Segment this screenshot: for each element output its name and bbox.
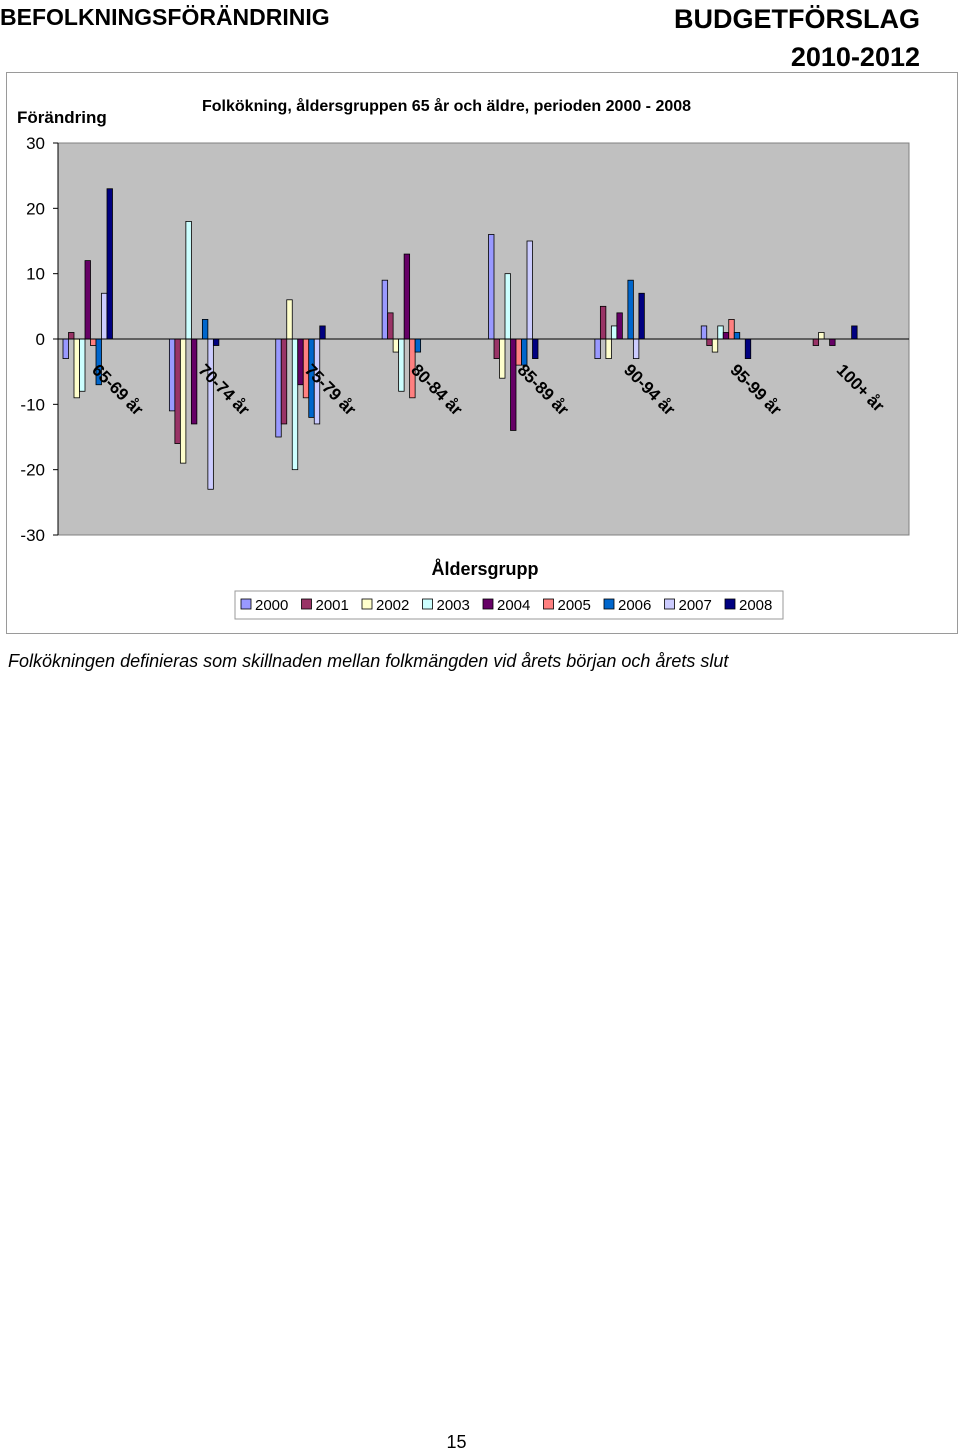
bar-2002-3 [286,299,293,340]
bar-2004-4 [403,253,411,340]
bar-2004-1 [84,260,91,340]
bar-2000-5 [488,234,495,340]
bar-2002-6 [605,338,612,360]
bar-2000-1 [62,338,69,360]
bar-2008-7 [744,338,752,360]
bar-2004-7 [722,332,730,340]
bar-2001-6 [599,305,607,340]
bar-2002-1 [73,338,80,399]
bar-2007-1 [101,292,108,340]
legend-label-2001: 2001 [316,597,349,614]
bar-2001-2 [174,338,181,444]
legend [234,590,784,620]
bar-2005-7 [728,318,735,340]
bar-2000-2 [168,338,176,412]
chart-container: Folkökning, åldersgruppen 65 år och äldr… [6,72,958,634]
y-tick-label: 10 [26,265,45,284]
bar-2001-3 [280,338,288,425]
bar-2003-2 [185,220,192,340]
legend-swatch-2003 [422,598,433,610]
bar-2007-6 [632,338,640,360]
bar-2001-4 [387,312,394,340]
bar-2007-5 [526,240,533,340]
bar-2004-3 [297,338,304,386]
bar-2008-8 [851,325,858,340]
legend-label-2008: 2008 [739,597,772,614]
budget-years: 2010-2012 [790,42,920,72]
bar-2005-1 [90,338,97,346]
bar-2002-4 [392,338,400,353]
y-axis-label: Förändring [17,108,107,127]
legend-label-2007: 2007 [679,597,712,614]
bar-2002-5 [499,338,506,379]
page-header-left: BEFOLKNINGSFÖRÄNDRINIG [0,4,330,30]
bar-2008-1 [106,188,113,340]
x-axis-label: Åldersgrupp [431,559,538,579]
legend-swatch-2000 [240,598,252,610]
bar-2008-2 [212,338,220,346]
bar-2008-6 [638,292,645,340]
bar-2005-5 [515,338,522,366]
bar-2000-3 [275,338,282,438]
bar-2003-6 [610,325,618,340]
bar-2004-2 [190,338,198,425]
bar-2006-2 [201,318,209,340]
y-tick-label: 20 [26,199,45,218]
y-tick-label: -10 [20,395,45,414]
bar-2001-7 [706,338,713,346]
bar-2002-7 [711,338,719,353]
bar-2003-5 [504,273,511,340]
legend-swatch-2002 [361,598,373,610]
legend-swatch-2005 [543,598,554,610]
bar-2000-7 [700,325,708,340]
y-tick-label: -20 [20,461,45,480]
legend-swatch-2004 [482,598,494,610]
bar-2002-2 [179,338,187,464]
bar-2003-3 [291,338,299,471]
legend-label-2003: 2003 [437,597,470,614]
bar-2001-1 [68,332,75,340]
bar-2002-8 [818,332,825,340]
bar-2000-4 [381,279,389,340]
legend-swatch-2008 [724,598,736,610]
budget-title: BUDGETFÖRSLAG [674,4,920,34]
bar-chart: Folkökning, åldersgruppen 65 år och äldr… [17,97,910,620]
bar-2008-5 [532,338,539,360]
legend-label-2002: 2002 [376,597,409,614]
legend-label-2000: 2000 [255,597,288,614]
legend-swatch-2007 [664,598,675,610]
bar-2003-7 [717,325,724,340]
chart-title: Folkökning, åldersgruppen 65 år och äldr… [202,97,691,115]
bar-2001-8 [812,338,820,346]
bar-2008-3 [319,325,326,340]
page-header-right: BUDGETFÖRSLAG 2010-2012 [674,0,920,76]
bar-2004-6 [616,312,623,340]
bar-2006-6 [627,279,634,340]
bar-2006-4 [414,338,422,353]
bar-2000-6 [594,338,601,360]
legend-label-2006: 2006 [618,597,651,614]
y-tick-label: 0 [36,330,45,349]
bar-2004-5 [510,338,517,431]
legend-swatch-2006 [603,598,615,610]
bar-2006-7 [733,332,741,340]
legend-swatch-2001 [301,598,312,610]
legend-label-2004: 2004 [497,597,530,614]
y-tick-label: -30 [20,526,45,545]
legend-label-2005: 2005 [558,597,591,614]
bar-2001-5 [493,338,500,360]
page-number: 15 [446,1432,467,1452]
bar-2004-8 [829,338,836,346]
footnote: Folkökningen definieras som skillnaden m… [8,651,729,671]
bar-2003-4 [398,338,405,392]
bar-2003-1 [79,338,86,392]
y-tick-label: 30 [26,134,45,153]
